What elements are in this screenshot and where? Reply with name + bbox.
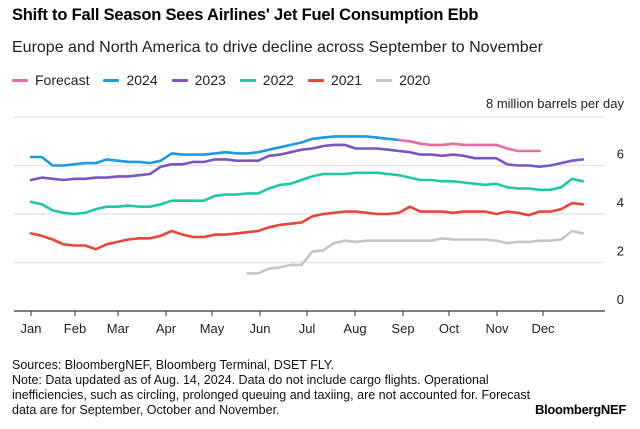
brand-logo: BloombergNEF <box>534 402 626 417</box>
chart-subtitle: Europe and North America to drive declin… <box>12 39 543 56</box>
x-tick-label: Jan <box>21 321 42 336</box>
legend: Forecast 2024 2023 2022 2021 2020 <box>12 72 430 88</box>
series-line-2021 <box>29 201 585 251</box>
legend-item: 2020 <box>376 72 430 88</box>
series-line-forecast <box>397 138 541 153</box>
legend-label: 2022 <box>262 72 294 88</box>
legend-swatch <box>12 78 28 82</box>
note-text: Note: Data updated as of Aug. 14, 2024. … <box>12 373 531 417</box>
x-tick-label: Dec <box>531 321 555 336</box>
legend-label: 2020 <box>399 72 431 88</box>
footer: Sources: BloombergNEF, Bloomberg Termina… <box>12 358 532 418</box>
y-tick-label: 2 <box>617 244 624 259</box>
legend-swatch <box>239 78 256 82</box>
x-tick-label: Nov <box>485 321 509 336</box>
legend-swatch <box>376 78 393 82</box>
x-tick-label: Aug <box>343 321 366 336</box>
legend-label: Forecast <box>35 72 90 88</box>
x-tick-label: Apr <box>156 321 177 336</box>
legend-item: 2021 <box>307 72 363 88</box>
series-line-2024 <box>29 135 401 167</box>
legend-item: 2023 <box>171 72 226 88</box>
legend-item: 2022 <box>239 72 294 88</box>
sources-text: Sources: BloombergNEF, Bloomberg Termina… <box>12 358 335 372</box>
y-axis-unit-label: 8 million barrels per day <box>486 96 625 111</box>
y-tick-label: 8 <box>486 96 493 111</box>
legend-label: 2023 <box>194 72 226 88</box>
series-line-2022 <box>29 171 585 216</box>
series-line-2023 <box>29 143 585 182</box>
legend-swatch <box>103 78 120 82</box>
legend-swatch <box>307 78 324 82</box>
series-line-2020 <box>246 229 585 275</box>
legend-swatch <box>171 78 188 82</box>
x-tick-label: Oct <box>439 321 460 336</box>
y-tick-label: 0 <box>617 292 624 307</box>
legend-label: 2024 <box>126 72 158 88</box>
x-tick-label: May <box>200 321 225 336</box>
legend-item: 2024 <box>103 72 158 88</box>
y-axis-label: million barrels per day <box>497 96 625 111</box>
x-tick-label: Jul <box>299 321 316 336</box>
x-tick-label: Sep <box>391 321 414 336</box>
y-tick-label: 4 <box>617 195 624 210</box>
x-tick-label: Feb <box>64 321 86 336</box>
y-tick-label: 6 <box>617 147 624 162</box>
line-chart: 0 2 4 6 8 million barrels per day Jan Feb Mar Ap… <box>14 96 625 336</box>
legend-item: Forecast <box>12 72 89 88</box>
legend-label: 2021 <box>330 72 363 88</box>
chart-title: Shift to Fall Season Sees Airlines' Jet … <box>12 6 479 24</box>
x-tick-label: Mar <box>107 321 130 336</box>
x-tick-label: Jun <box>250 321 271 336</box>
